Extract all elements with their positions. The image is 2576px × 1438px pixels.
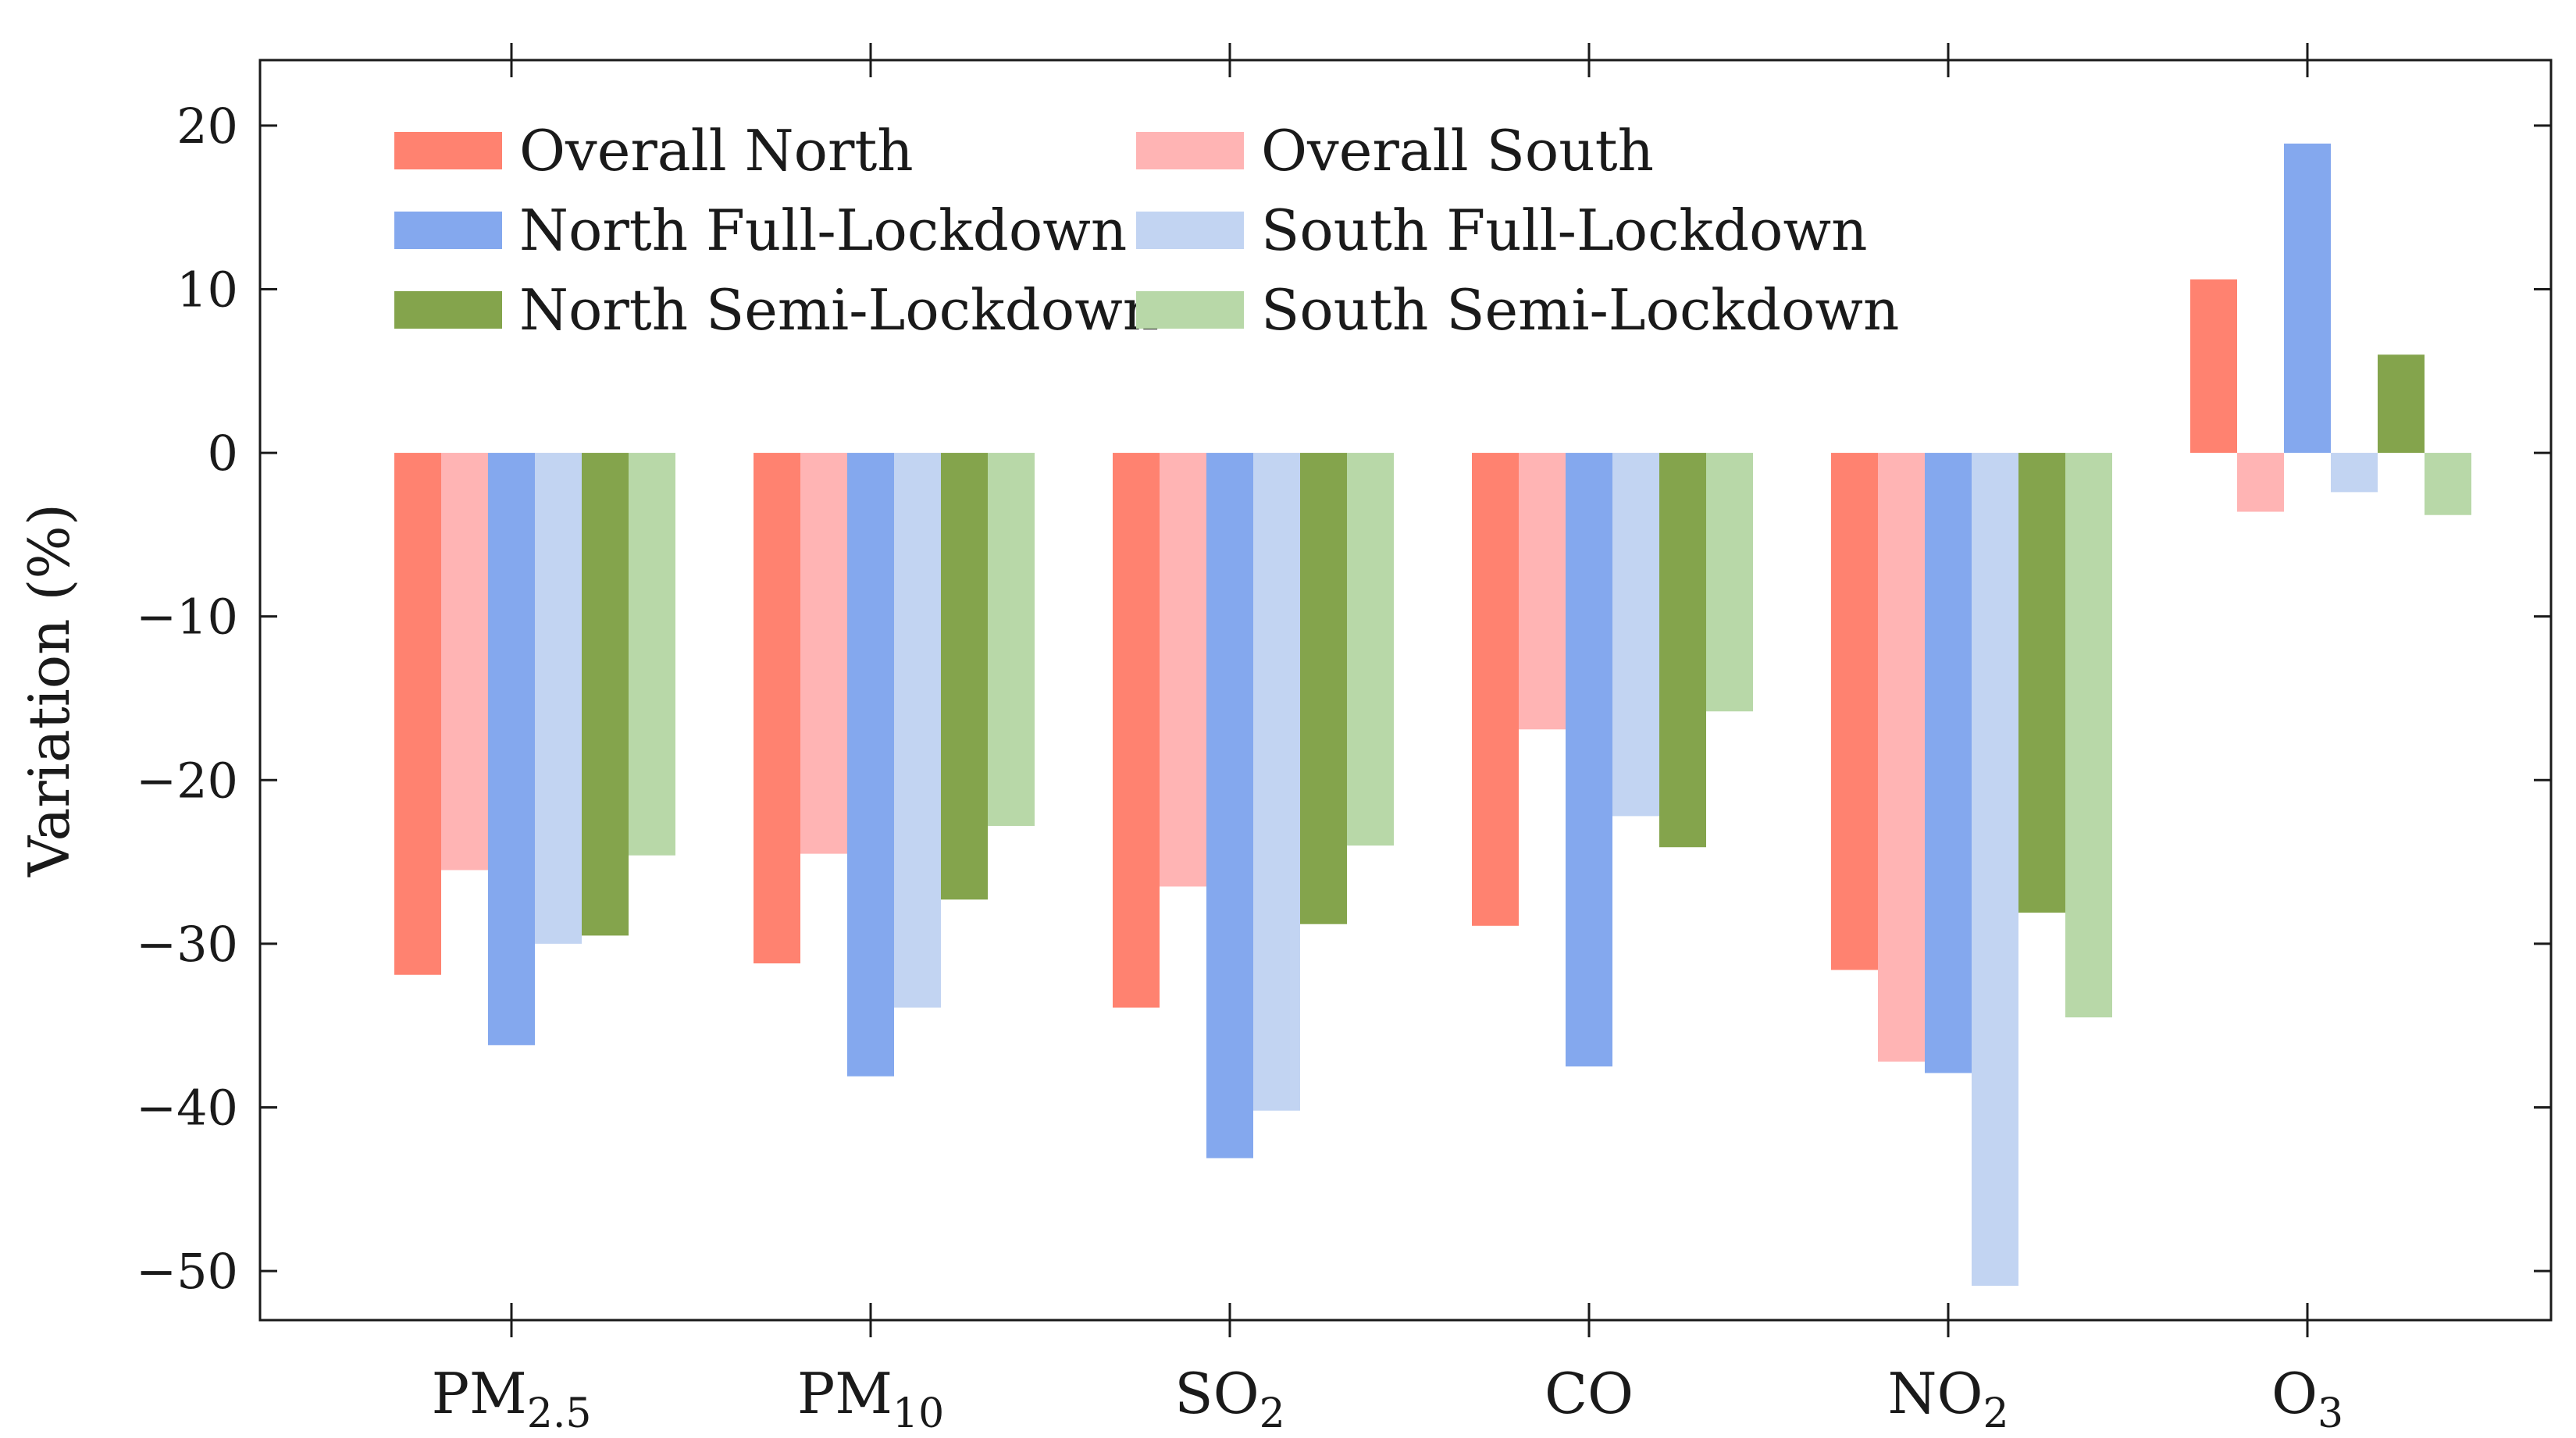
bar-north-full-lockdown-pm2-5	[488, 453, 535, 1045]
y-tick-label: −20	[136, 752, 238, 809]
bar-overall-north-pm10	[754, 453, 800, 964]
y-tick-label: −40	[136, 1080, 238, 1137]
legend-label-overall-south: Overall South	[1261, 118, 1654, 183]
bar-overall-north-pm2-5	[394, 453, 441, 975]
legend-label-north-full-lockdown: North Full-Lockdown	[519, 198, 1127, 263]
bars-layer	[394, 143, 2471, 1286]
legend-label-south-full-lockdown: South Full-Lockdown	[1261, 198, 1868, 263]
x-category-label-so2: SO2	[1174, 1361, 1284, 1437]
plot-frame	[258, 59, 2553, 1322]
bar-north-full-lockdown-o3	[2284, 143, 2331, 454]
bar-south-semi-lockdown-o3	[2425, 453, 2471, 515]
legend: Overall North Overall South North Full-Loc…	[394, 118, 1899, 343]
x-category-label-o3: O3	[2271, 1361, 2343, 1437]
bar-south-full-lockdown-co	[1612, 453, 1659, 817]
bar-overall-south-pm2-5	[441, 453, 488, 870]
bar-south-semi-lockdown-co	[1706, 453, 1753, 712]
bar-north-full-lockdown-so2	[1206, 453, 1253, 1159]
x-tick-labels: PM2.5 PM10 SO2 CO NO2 O3	[432, 1361, 2344, 1437]
x-category-label-no2: NO2	[1887, 1361, 2008, 1437]
legend-swatch-north-full-lockdown	[394, 212, 502, 249]
bar-north-semi-lockdown-so2	[1300, 453, 1347, 924]
legend-swatch-north-semi-lockdown	[394, 291, 502, 329]
bar-north-full-lockdown-no2	[1925, 453, 1972, 1073]
ticks-layer	[260, 43, 2551, 1337]
legend-label-overall-north: Overall North	[519, 118, 914, 183]
bar-north-semi-lockdown-o3	[2378, 354, 2425, 454]
bar-south-full-lockdown-pm2-5	[535, 453, 582, 944]
y-tick-labels: 20 10 0 −10 −20 −30 −40 −50	[136, 98, 238, 1300]
bar-south-semi-lockdown-pm10	[988, 453, 1035, 826]
legend-swatch-south-semi-lockdown	[1136, 291, 1244, 329]
bar-overall-north-no2	[1831, 453, 1878, 970]
bar-overall-south-pm10	[800, 453, 847, 854]
x-category-label-co: CO	[1545, 1361, 1634, 1426]
legend-swatch-overall-north	[394, 132, 502, 169]
y-tick-label: −30	[136, 916, 238, 973]
bar-south-full-lockdown-no2	[1972, 453, 2018, 1286]
bar-south-semi-lockdown-so2	[1347, 453, 1394, 846]
legend-label-north-semi-lockdown: North Semi-Lockdown	[519, 277, 1159, 343]
legend-swatch-overall-south	[1136, 132, 1244, 169]
bar-north-semi-lockdown-pm10	[941, 453, 988, 900]
y-tick-label: 10	[176, 261, 238, 318]
bar-south-full-lockdown-so2	[1253, 453, 1300, 1111]
y-tick-label: 0	[208, 425, 238, 482]
bar-overall-south-o3	[2237, 453, 2284, 512]
bar-overall-north-co	[1472, 453, 1519, 926]
bar-overall-south-so2	[1160, 453, 1206, 887]
bar-south-full-lockdown-pm10	[894, 453, 941, 1008]
bar-overall-south-no2	[1878, 453, 1925, 1062]
bar-north-semi-lockdown-pm2-5	[582, 453, 629, 936]
bar-south-semi-lockdown-pm2-5	[629, 453, 675, 856]
legend-label-south-semi-lockdown: South Semi-Lockdown	[1261, 277, 1899, 343]
bar-overall-south-co	[1519, 453, 1566, 730]
bar-north-full-lockdown-co	[1566, 453, 1612, 1067]
bar-overall-north-o3	[2190, 279, 2237, 454]
y-tick-label: −10	[136, 589, 238, 646]
bar-north-semi-lockdown-no2	[2018, 453, 2065, 913]
x-category-label-pm2-5: PM2.5	[432, 1361, 592, 1437]
bar-overall-north-so2	[1113, 453, 1160, 1008]
bar-south-full-lockdown-o3	[2331, 453, 2378, 493]
y-tick-label: 20	[176, 98, 238, 155]
x-category-label-pm10: PM10	[797, 1361, 944, 1437]
legend-swatch-south-full-lockdown	[1136, 212, 1244, 249]
bar-north-semi-lockdown-co	[1659, 453, 1706, 848]
bar-north-full-lockdown-pm10	[847, 453, 894, 1077]
bar-south-semi-lockdown-no2	[2065, 453, 2112, 1018]
y-axis-title: Variation (%)	[16, 504, 82, 877]
y-tick-label: −50	[136, 1243, 238, 1300]
